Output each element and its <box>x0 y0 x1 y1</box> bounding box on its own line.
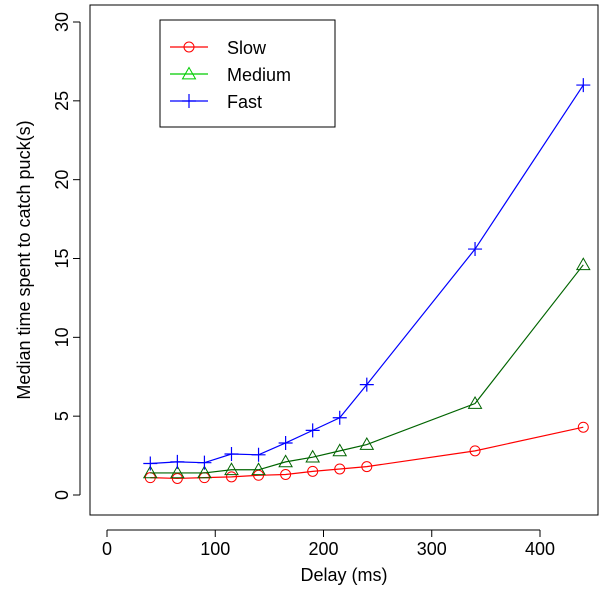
data-point-medium <box>575 257 591 271</box>
x-tick-label: 200 <box>308 539 338 559</box>
legend: Slow Medium Fast <box>159 19 336 128</box>
data-point-fast <box>359 377 374 392</box>
series-layer <box>142 78 591 484</box>
data-point-medium <box>359 437 375 450</box>
data-point-medium <box>467 396 483 409</box>
data-point-slow <box>469 445 481 457</box>
x-axis-label: Delay (ms) <box>300 565 387 585</box>
data-point-fast <box>170 454 185 469</box>
legend-marker-slow <box>183 41 195 53</box>
series-medium <box>142 257 591 479</box>
y-tick-label: 20 <box>52 170 72 190</box>
legend-label: Medium <box>227 65 291 85</box>
y-tick-label: 10 <box>52 327 72 347</box>
axes: 0 100 200 300 400 0 5 10 15 20 25 30 <box>52 12 555 559</box>
x-tick-label: 400 <box>525 539 555 559</box>
y-tick-label: 15 <box>52 248 72 268</box>
data-point-medium <box>251 462 266 476</box>
data-point-fast <box>197 455 212 470</box>
series-line-fast <box>150 84 584 465</box>
plot-frame <box>89 4 599 516</box>
data-point-slow <box>361 461 373 473</box>
data-point-slow <box>577 421 589 433</box>
series-line-slow <box>150 426 584 480</box>
data-point-slow <box>307 465 319 477</box>
legend-item-medium: Medium <box>170 65 291 85</box>
data-point-fast <box>224 447 239 462</box>
data-point-slow <box>225 471 237 483</box>
data-point-fast <box>143 456 158 471</box>
y-tick-label: 30 <box>52 12 72 32</box>
data-point-fast <box>305 423 320 438</box>
x-tick-label: 300 <box>417 539 447 559</box>
x-tick-label: 0 <box>102 539 112 559</box>
data-point-medium <box>197 465 212 479</box>
data-point-fast <box>251 447 266 462</box>
legend-item-slow: Slow <box>170 38 267 58</box>
data-point-medium <box>332 443 348 457</box>
data-point-fast <box>468 242 483 257</box>
series-fast <box>143 78 591 471</box>
data-point-medium <box>142 465 158 479</box>
data-point-fast <box>278 435 293 450</box>
y-axis-label: Median time spent to catch puck(s) <box>14 120 34 399</box>
data-point-medium <box>278 454 293 468</box>
series-line-medium <box>150 264 584 474</box>
data-point-slow <box>334 463 346 475</box>
data-point-slow <box>280 469 292 481</box>
legend-label: Slow <box>227 38 267 58</box>
series-slow <box>144 421 589 484</box>
y-tick-label: 5 <box>52 411 72 421</box>
data-point-fast <box>576 78 591 93</box>
y-tick-label: 0 <box>52 490 72 500</box>
data-point-medium <box>224 462 239 476</box>
data-point-medium <box>170 465 185 479</box>
y-tick-label: 25 <box>52 91 72 111</box>
data-point-fast <box>332 410 347 425</box>
x-tick-label: 100 <box>200 539 230 559</box>
legend-marker-fast <box>182 94 196 108</box>
data-point-medium <box>305 449 321 463</box>
legend-item-fast: Fast <box>170 92 262 112</box>
legend-marker-medium <box>181 66 197 80</box>
legend-label: Fast <box>227 92 262 112</box>
